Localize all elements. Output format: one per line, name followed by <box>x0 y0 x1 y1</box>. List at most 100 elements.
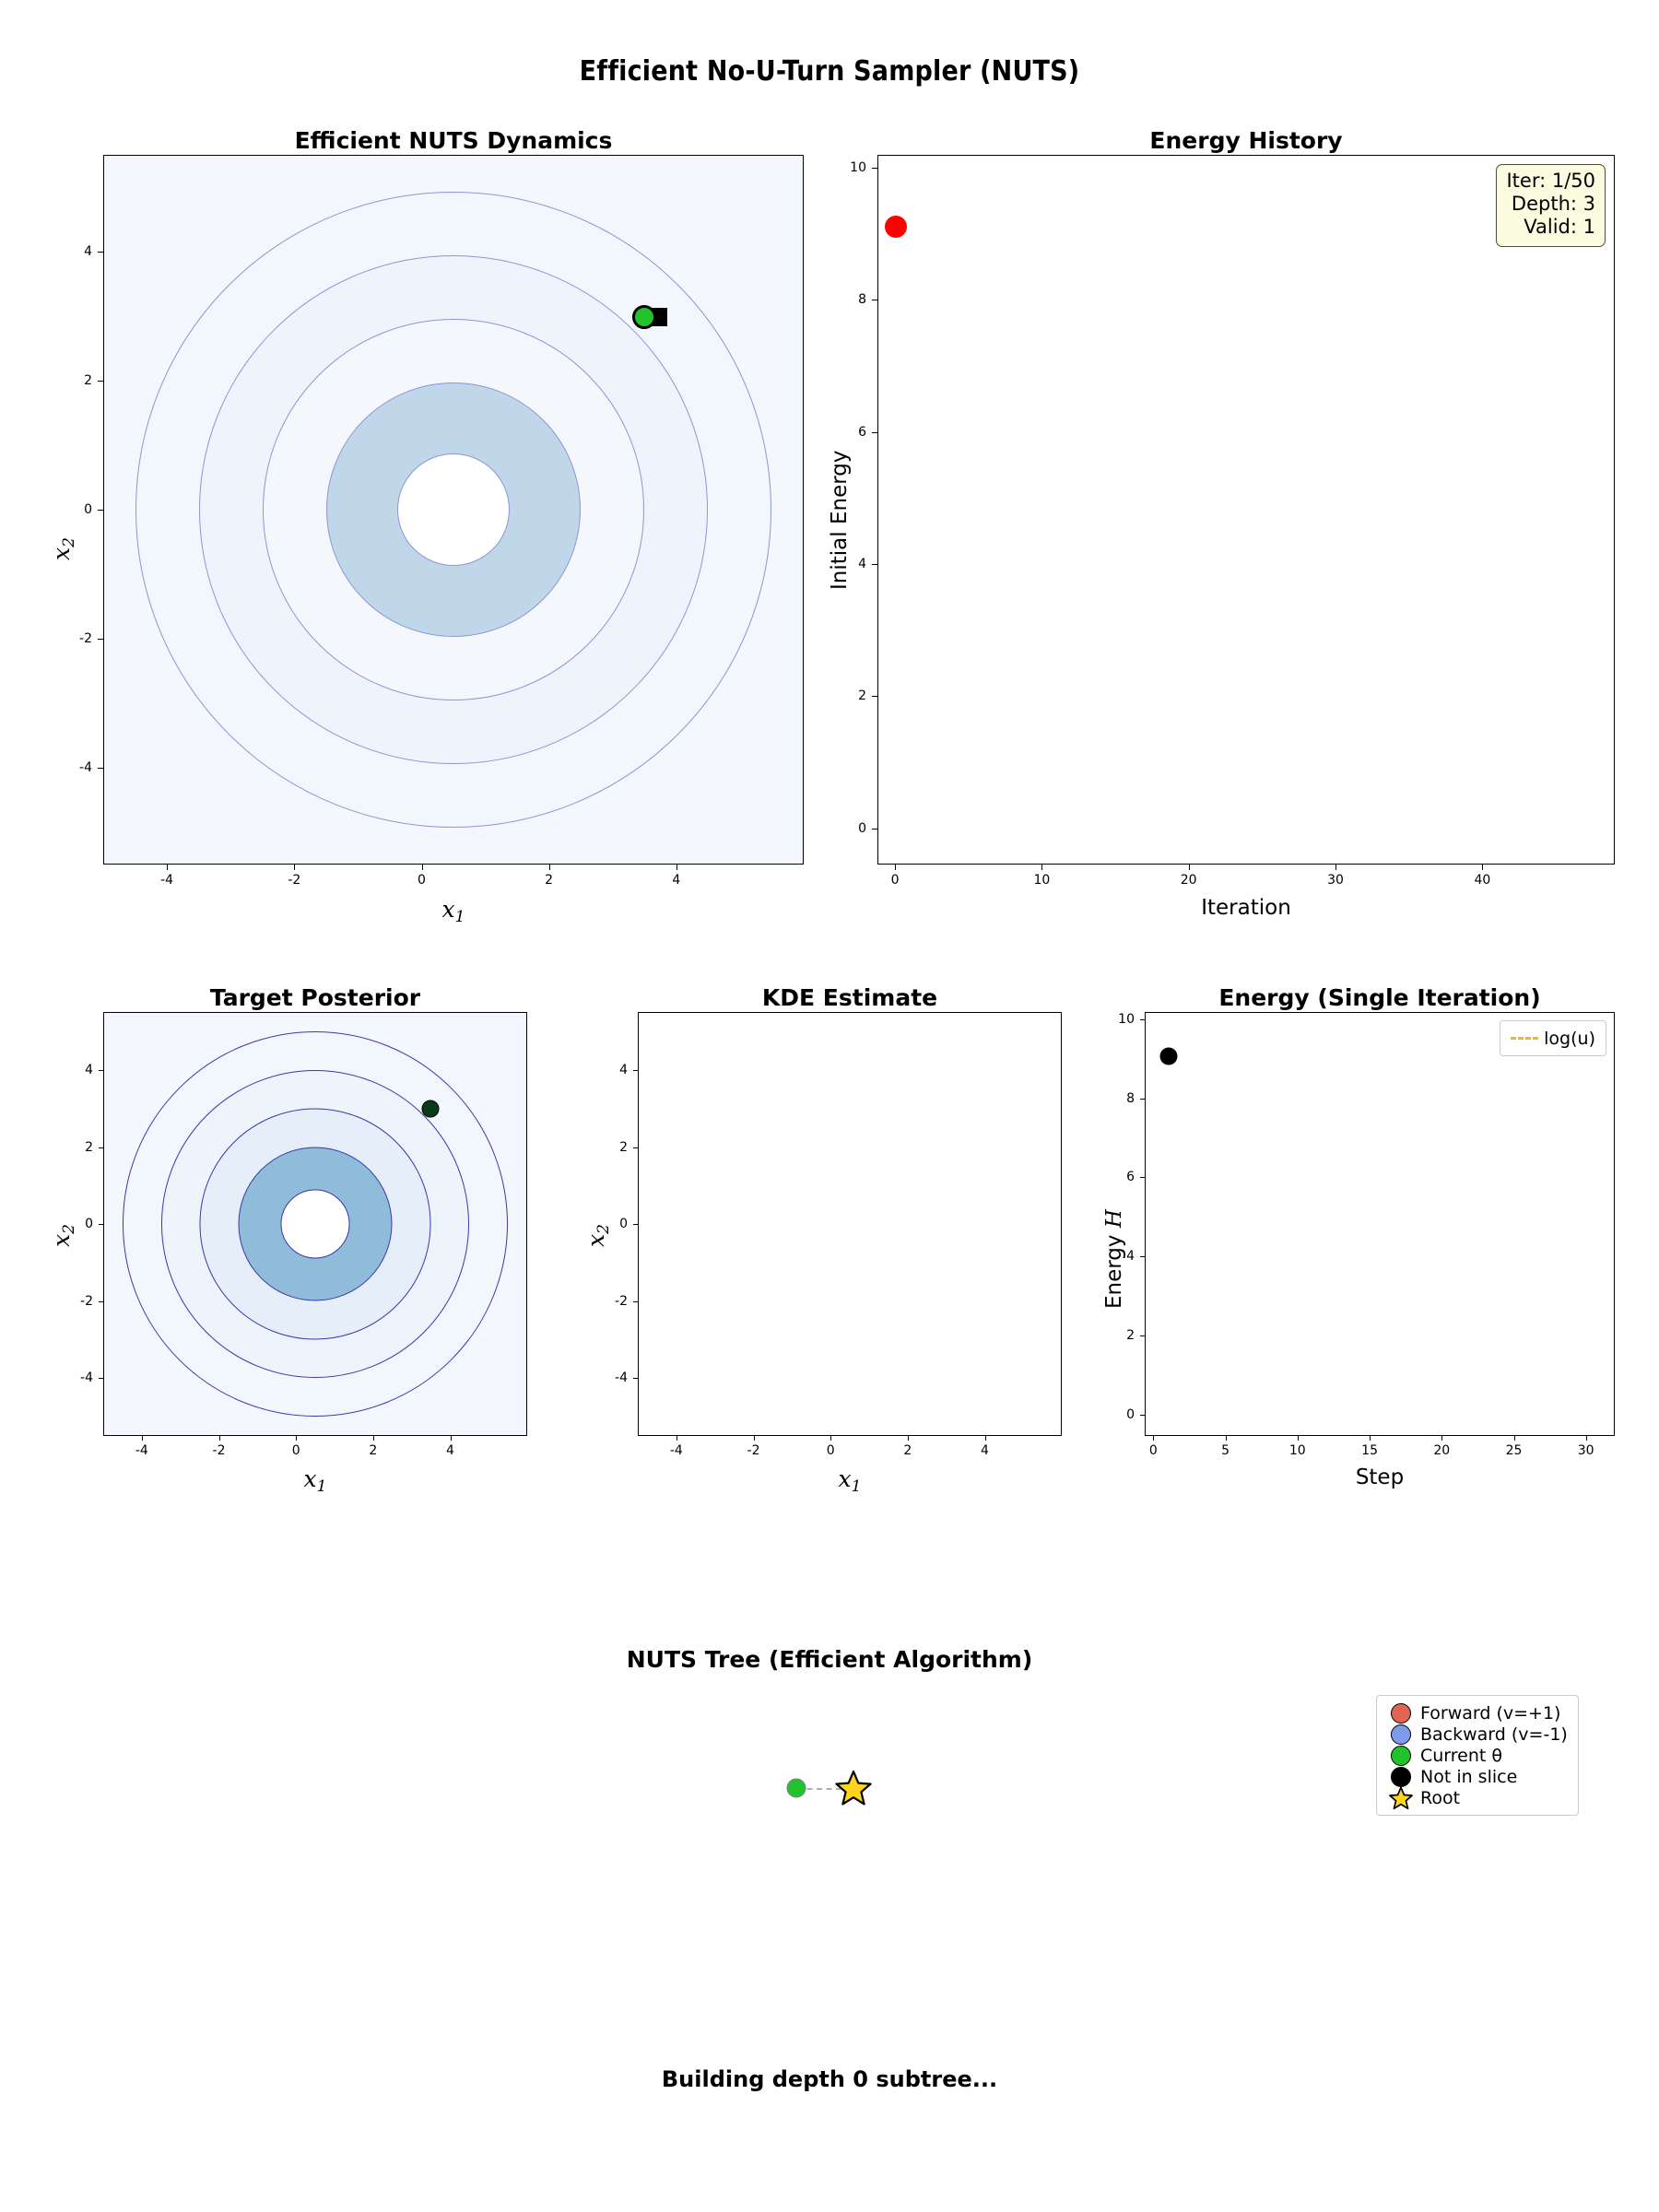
kde-ylabel: x2 <box>582 1224 614 1247</box>
tick-label: 0 <box>84 502 92 517</box>
energy-history-point <box>885 216 908 239</box>
tick-label: -4 <box>135 1443 148 1458</box>
tick-label: 0 <box>619 1217 628 1231</box>
info-valid: Valid: 1 <box>1524 216 1595 239</box>
tick-label: -2 <box>615 1294 628 1309</box>
current-theta-marker <box>631 304 656 329</box>
info-depth: Depth: 3 <box>1511 193 1595 216</box>
dynamics-plot-area <box>104 156 803 864</box>
target-posterior-plot-area <box>104 1013 526 1435</box>
tick-label: 0 <box>826 1443 835 1458</box>
tick-label: 0 <box>858 821 866 836</box>
tick-label: 40 <box>1474 873 1491 888</box>
tick-label: 0 <box>890 873 900 888</box>
star-icon <box>835 1770 872 1806</box>
dynamics-title: Efficient NUTS Dynamics <box>294 127 613 154</box>
legend-label: Root <box>1420 1787 1461 1808</box>
target-posterior-title: Target Posterior <box>209 984 421 1011</box>
tick-label: 8 <box>1126 1091 1135 1106</box>
energy-single-ylabel: Energy H <box>1102 1209 1126 1309</box>
tick-label: 30 <box>1577 1443 1594 1458</box>
tick-label: 30 <box>1327 873 1344 888</box>
tick-label: 25 <box>1505 1443 1523 1458</box>
kde-plot-area <box>639 1013 1061 1435</box>
legend-item-backward: Backward (v=-1) <box>1385 1724 1568 1745</box>
tick-label: 0 <box>291 1443 300 1458</box>
legend-item-not-in-slice: Not in slice <box>1385 1766 1568 1787</box>
tick-label: 20 <box>1180 873 1197 888</box>
nuts-tree-title: NUTS Tree (Efficient Algorithm) <box>626 1646 1033 1673</box>
tick-label: 4 <box>446 1443 454 1458</box>
iteration-info-box: Iter: 1/50 Depth: 3 Valid: 1 <box>1496 164 1606 247</box>
tick-label: -4 <box>80 1371 93 1385</box>
tick-label: -4 <box>669 1443 683 1458</box>
not-in-slice-dot-icon <box>1385 1766 1417 1787</box>
energy-history-plot-area <box>878 156 1614 864</box>
root-star-icon <box>1385 1785 1417 1810</box>
target-posterior-xlabel: x1 <box>303 1465 327 1497</box>
info-iter: Iter: 1/50 <box>1506 170 1595 192</box>
tick-label: 4 <box>672 873 681 888</box>
tick-label: 10 <box>850 160 866 175</box>
energy-history-title: Energy History <box>1149 127 1343 154</box>
energy-single-title: Energy (Single Iteration) <box>1218 984 1541 1011</box>
tick-label: -4 <box>160 873 174 888</box>
tick-label: -4 <box>615 1371 628 1385</box>
tick-label: -2 <box>80 1294 93 1309</box>
dynamics-ylabel: x2 <box>48 537 79 560</box>
tree-edge <box>797 1788 841 1790</box>
tick-label: 4 <box>1126 1249 1135 1264</box>
energy-single-legend: log(u) <box>1500 1020 1606 1056</box>
target-posterior-axes <box>103 1012 527 1436</box>
tick-label: 4 <box>858 557 866 571</box>
log-u-dash-icon <box>1509 1037 1540 1040</box>
backward-dot-icon <box>1385 1724 1417 1745</box>
tree-node-current-theta <box>786 1778 806 1798</box>
legend-label: log(u) <box>1544 1028 1595 1049</box>
nuts-tree-legend: Forward (v=+1) Backward (v=-1) Current θ… <box>1376 1695 1579 1816</box>
legend-item: log(u) <box>1509 1028 1595 1049</box>
tick-label: 2 <box>858 688 866 703</box>
tick-label: 10 <box>1288 1443 1306 1458</box>
legend-label: Forward (v=+1) <box>1420 1702 1561 1724</box>
tick-label: 0 <box>1126 1407 1135 1422</box>
nuts-tree-plot-area <box>101 1687 1539 1991</box>
tick-label: 6 <box>1126 1170 1135 1184</box>
dynamics-xlabel: x1 <box>441 896 465 927</box>
tick-label: 8 <box>858 292 866 307</box>
current-dot-icon <box>1385 1745 1417 1766</box>
energy-single-xlabel: Step <box>1355 1465 1405 1489</box>
tick-label: 2 <box>369 1443 378 1458</box>
tick-label: 6 <box>858 425 866 440</box>
tick-label: 2 <box>619 1140 628 1155</box>
tick-label: 20 <box>1433 1443 1451 1458</box>
energy-history-ylabel: Initial Energy <box>828 450 852 590</box>
dynamics-axes <box>103 155 804 865</box>
tick-label: -4 <box>79 760 92 775</box>
tick-label: 4 <box>84 244 92 259</box>
tick-label: -2 <box>79 631 92 646</box>
energy-history-xlabel: Iteration <box>1201 896 1291 920</box>
tick-label: 0 <box>418 873 426 888</box>
forward-dot-icon <box>1385 1702 1417 1724</box>
tick-label: 2 <box>1126 1328 1135 1343</box>
contour-ring-1 <box>397 453 510 566</box>
legend-label: Current θ <box>1420 1745 1503 1766</box>
tick-label: 4 <box>981 1443 989 1458</box>
legend-item-current: Current θ <box>1385 1745 1568 1766</box>
legend-label: Backward (v=-1) <box>1420 1724 1568 1745</box>
tick-label: 0 <box>1148 1443 1158 1458</box>
tick-label: -2 <box>747 1443 760 1458</box>
tick-label: 2 <box>545 873 554 888</box>
target-posterior-ylabel: x2 <box>48 1224 79 1247</box>
legend-item-root: Root <box>1385 1785 1568 1810</box>
kde-axes <box>638 1012 1062 1436</box>
tree-node-root <box>835 1770 872 1806</box>
tick-label: 4 <box>619 1063 628 1077</box>
kde-title: KDE Estimate <box>761 984 938 1011</box>
energy-history-axes: Iter: 1/50 Depth: 3 Valid: 1 <box>877 155 1615 865</box>
tick-label: 5 <box>1221 1443 1230 1458</box>
legend-item-forward: Forward (v=+1) <box>1385 1702 1568 1724</box>
posterior-sample-marker <box>421 1100 440 1118</box>
tick-label: -2 <box>212 1443 226 1458</box>
